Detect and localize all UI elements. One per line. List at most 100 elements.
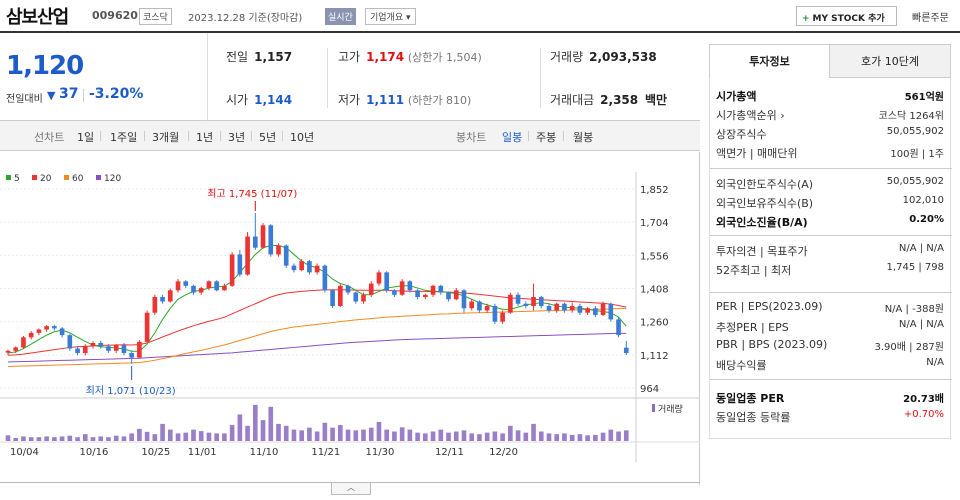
info-label: 액면가 | 매매단위 — [716, 147, 798, 160]
info-row: 투자의견 | 목표주가 N/A | N/A — [716, 243, 944, 261]
candle-body — [106, 346, 111, 351]
volume-bar — [345, 429, 351, 441]
candle-body — [446, 292, 451, 300]
volume-bar — [438, 429, 444, 441]
volume-bar — [113, 435, 119, 441]
candle-body — [399, 281, 405, 295]
tab-hoga-10[interactable]: 호가 10단계 — [829, 44, 951, 78]
candle-body — [82, 346, 88, 354]
prev-close-label: 전일 — [226, 50, 249, 64]
chart-collapse-toggle[interactable]: ︿ — [331, 483, 371, 495]
volume-bar — [368, 427, 374, 441]
legend-swatch — [64, 175, 69, 180]
candle-body — [392, 290, 397, 295]
volume-bar — [214, 433, 219, 441]
period-5y[interactable]: 5년 — [259, 131, 277, 144]
candle-body — [623, 347, 629, 354]
legend-label: 60 — [72, 174, 84, 184]
candle-body — [577, 305, 583, 313]
market-badge: 코스닥 — [139, 8, 172, 25]
price-box: 1,120 전일대비 ▼ 37 -3.20% — [0, 33, 208, 121]
info-row: 동일업종 등락률 +0.70% — [716, 409, 944, 427]
open-value: 1,144 — [254, 93, 293, 107]
y-tick-label: 1,556 — [640, 251, 669, 262]
company-overview-dropdown[interactable]: 기업개요 ▾ — [365, 8, 416, 25]
x-tick-label: 10/16 — [80, 447, 109, 458]
volume-bar — [608, 429, 614, 441]
candle-body — [345, 285, 351, 293]
info-label: 추정PER | EPS — [716, 321, 789, 334]
candle-body — [152, 297, 158, 313]
volume-bar — [546, 433, 552, 441]
volume-bar — [407, 429, 413, 441]
amount-value: 2,358 — [600, 93, 639, 107]
candle-body — [368, 283, 374, 295]
candle-monthly[interactable]: 월봉 — [573, 131, 594, 144]
period-1d[interactable]: 1일 — [77, 131, 95, 144]
volume-bar — [291, 429, 297, 441]
info-label: 투자의견 | 목표주가 — [716, 245, 808, 258]
volume-bar — [430, 431, 436, 441]
candle-body — [206, 281, 212, 289]
x-tick-label: 12/20 — [489, 447, 518, 458]
quote-prev-close: 전일 1,157 — [226, 48, 292, 65]
info-label: 외국인보유주식수(B) — [716, 197, 814, 210]
period-3m[interactable]: 3개월 — [152, 131, 180, 144]
info-value: 102,010 — [902, 195, 944, 206]
chart-period-bar: 선차트 1일 1주일 3개월 1년 3년 5년 10년 봉차트 일봉 주봉 월봉 — [0, 121, 700, 151]
period-1y[interactable]: 1년 — [196, 131, 214, 144]
info-row: 상장주식수 50,055,902 — [716, 126, 944, 144]
investment-info-panel: 투자정보 호가 10단계 시가총액 561억원 시가총액순위 › 코스닥 1264위 상… — [709, 44, 952, 439]
period-1w[interactable]: 1주일 — [110, 131, 138, 144]
legend-swatch — [32, 175, 37, 180]
tab-invest-info[interactable]: 투자정보 — [709, 44, 830, 78]
candle-body — [299, 261, 304, 271]
legend-label: 120 — [104, 174, 121, 184]
candle-body — [353, 292, 359, 302]
my-stock-add-button[interactable]: + MY STOCK 추가 — [796, 6, 897, 26]
open-label: 시가 — [226, 93, 249, 107]
candle-body — [523, 303, 529, 306]
x-tick-label: 11/30 — [366, 447, 395, 458]
volume-bar — [144, 431, 150, 441]
volume-bar — [175, 433, 181, 441]
quick-order-link[interactable]: 빠른주문 — [912, 13, 949, 24]
period-3y[interactable]: 3년 — [228, 131, 246, 144]
stock-header: 삼보산업 009620 코스닥 2023.12.28 기준(장마감) 실시간 기… — [0, 0, 960, 32]
y-tick-label: 1,704 — [640, 218, 669, 229]
y-tick-label: 1,408 — [640, 285, 669, 296]
stock-name: 삼보산업 — [6, 7, 69, 28]
volume-bar — [106, 437, 111, 441]
info-label: 시가총액순위 › — [716, 109, 785, 122]
realtime-button[interactable]: 실시간 — [325, 8, 356, 25]
volume-bar — [562, 433, 567, 441]
period-10y[interactable]: 10년 — [290, 131, 315, 144]
volume-bar — [82, 434, 88, 441]
volume-bar — [322, 422, 328, 441]
price-chart[interactable]: 1,852 1,704 1,556 1,408 1,260 1,112 964 5 20 60 12… — [0, 152, 700, 485]
info-row: 52주최고 | 최저 1,745 | 798 — [716, 262, 944, 280]
candle-body — [90, 342, 96, 347]
volume-bar — [137, 428, 142, 441]
candle-body — [361, 294, 366, 302]
candle-body — [338, 285, 343, 306]
volume-bar — [21, 436, 26, 441]
info-label: 외국인한도주식수(A) — [716, 178, 814, 191]
x-tick-label: 10/25 — [141, 447, 170, 458]
candle-body — [44, 326, 49, 330]
info-row: 외국인한도주식수(A) 50,055,902 — [716, 176, 944, 194]
volume-label: 거래량 — [550, 50, 584, 64]
candle-weekly[interactable]: 주봉 — [536, 131, 557, 144]
candle-body — [585, 308, 590, 313]
candle-daily[interactable]: 일봉 — [502, 131, 523, 144]
volume-bar — [252, 404, 258, 441]
ma-line-20 — [7, 289, 627, 356]
candle-body — [252, 236, 258, 248]
amount-unit: 백만 — [644, 93, 668, 107]
volume-label: 거래량 — [658, 403, 683, 415]
y-tick-label: 1,852 — [640, 185, 669, 196]
candle-body — [314, 265, 320, 273]
lower-limit: (하한가 810) — [407, 94, 472, 107]
candle-body — [28, 332, 34, 338]
info-row: 동일업종 PER 20.73배 — [716, 390, 944, 408]
